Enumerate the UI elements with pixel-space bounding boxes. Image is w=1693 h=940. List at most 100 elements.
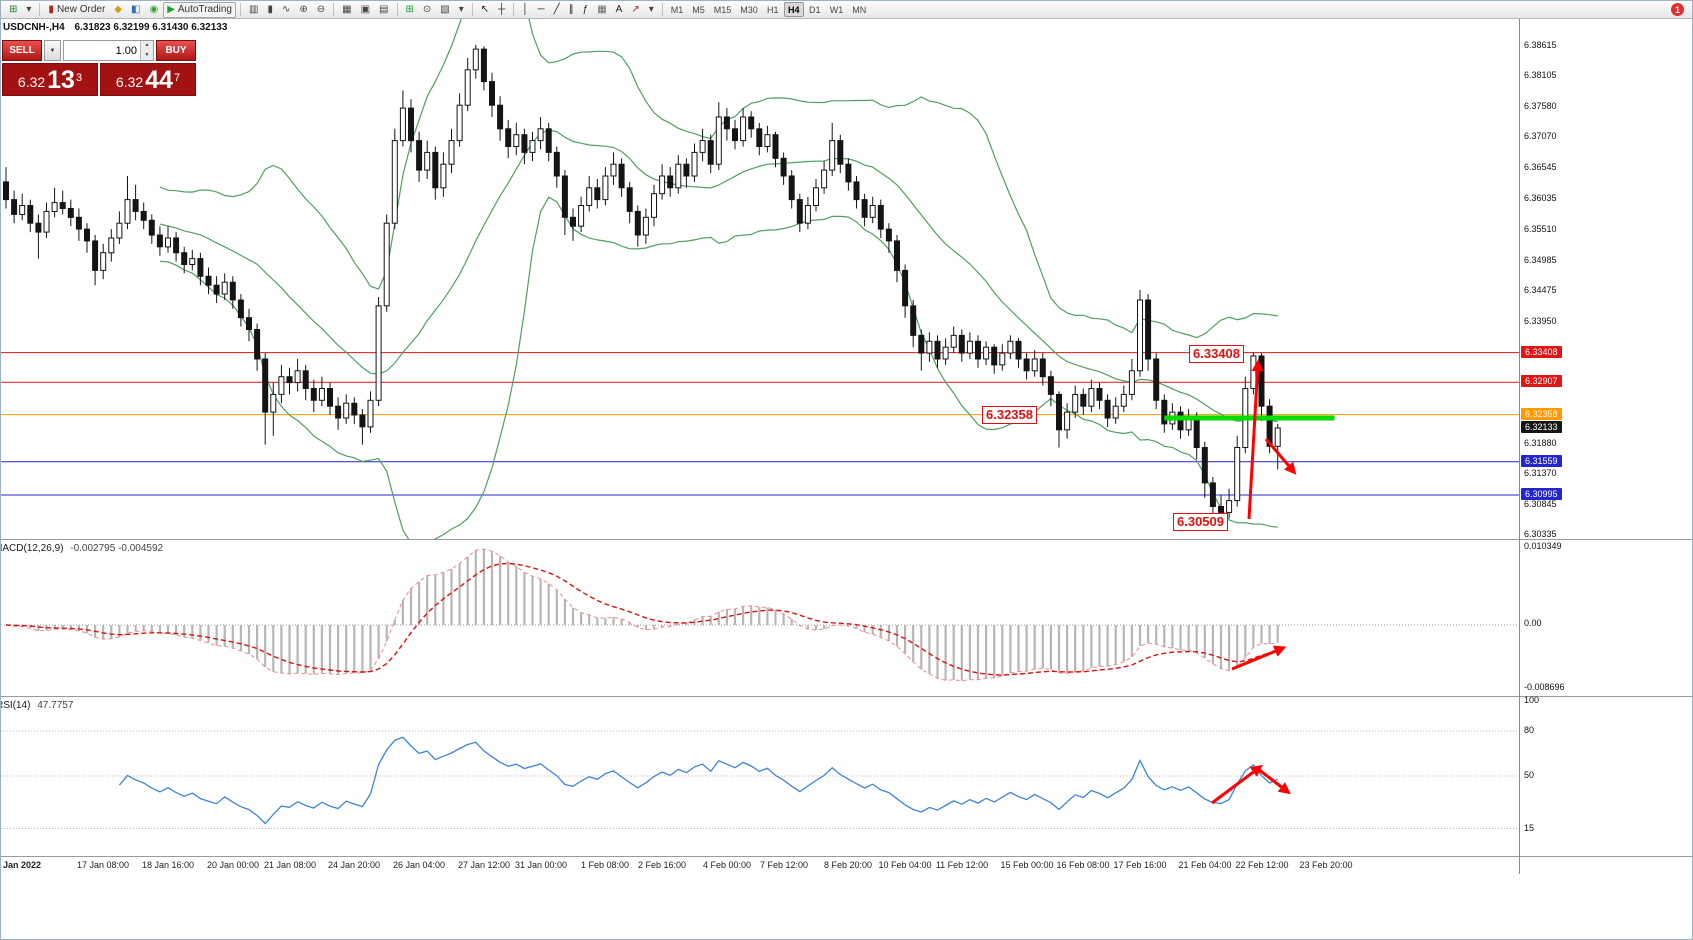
drawn-arrow[interactable] [1257, 767, 1291, 795]
buy-button[interactable]: BUY [156, 40, 196, 61]
bar-chart-icon[interactable]: ▥ [245, 2, 262, 18]
candle [27, 205, 34, 224]
timeframe-d1[interactable]: D1 [805, 2, 825, 17]
autotrading-button[interactable]: ▶ AutoTrading [163, 1, 236, 18]
candle [1258, 355, 1265, 407]
sell-price-button[interactable]: 6.32 13 3 [2, 63, 98, 96]
candle [229, 281, 236, 301]
toolbar-separator [661, 3, 663, 16]
candle [529, 140, 536, 153]
trendline-tool[interactable]: ╱ [550, 2, 564, 18]
time-axis-label: 2 Feb 16:00 [637, 860, 687, 870]
fibonacci-tool[interactable]: ƒ [579, 2, 593, 18]
timeframe-h1[interactable]: H1 [763, 2, 783, 17]
volume-up-icon[interactable]: ▲ [141, 41, 153, 51]
drawn-arrow[interactable] [1211, 764, 1263, 805]
price-chart-canvas[interactable] [1, 19, 1519, 539]
templates-icon[interactable]: ▧ [436, 2, 453, 18]
order-settings-dropdown[interactable]: ▼ [44, 40, 61, 61]
new-chart-dropdown[interactable]: ▾ [22, 2, 35, 18]
zoom-in-icon[interactable]: ⊕ [295, 2, 311, 18]
cursor-tool[interactable]: ↖ [477, 2, 493, 18]
main-chart-pane[interactable]: USDCNH-,H4 6.31823 6.32199 6.31430 6.321… [1, 19, 1692, 539]
candle [1112, 405, 1119, 419]
time-axis-label: 22 Feb 12:00 [1235, 860, 1289, 870]
time-axis-label: 10 Feb 04:00 [878, 860, 932, 870]
volume-input[interactable] [64, 41, 140, 60]
candle [254, 329, 261, 360]
period-clock-icon[interactable]: ⊙ [419, 2, 435, 18]
candle [1137, 299, 1143, 372]
candle [926, 340, 933, 354]
drawn-arrow[interactable] [1247, 359, 1264, 520]
candle [375, 305, 382, 401]
candle [861, 199, 868, 218]
candle [634, 210, 641, 236]
autotrading-button-label: AutoTrading [177, 4, 232, 15]
tile-windows-icon[interactable]: ▦ [338, 2, 355, 18]
zoom-out-icon[interactable]: ⊖ [313, 2, 329, 18]
time-axis-label: 21 Feb 04:00 [1178, 860, 1232, 870]
grid-icon[interactable]: ▦ [593, 2, 610, 18]
notification-badge[interactable]: 1 [1671, 3, 1684, 16]
timeframe-m5[interactable]: M5 [688, 2, 709, 17]
vertical-line-tool[interactable]: │ [518, 2, 532, 18]
rsi-canvas[interactable] [1, 697, 1519, 857]
crosshair-tool[interactable]: ┼ [494, 2, 509, 18]
new-order-button[interactable]: ▮ New Order [44, 2, 109, 18]
support-icon[interactable]: ◉ [145, 2, 162, 18]
arrange-windows-icon: ▤ [379, 4, 389, 15]
templates-icon: ▾ [458, 4, 464, 15]
toolbar: ⊞ ▾ ▮ New Order ◆ ◧ ◉ ▶ AutoTrading ▥ ▮ ∿ ⊕ ⊖ ▦ ▣ ▤ ⊞ ⊙ ▧ ▾ ↖… [1, 1, 1692, 19]
shapes-dropdown[interactable]: ▾ [645, 2, 658, 18]
candle [1072, 393, 1079, 413]
candlestick-chart-icon[interactable]: ▮ [263, 2, 277, 18]
candle [75, 216, 82, 230]
rsi-indicator-pane[interactable]: RSI(14) 47.7757 [1, 696, 1692, 857]
time-axis[interactable]: Jan 2022 17 Jan 08:00 18 Jan 16:00 20 Jan 0… [1, 856, 1692, 874]
new-chart-green-icon[interactable]: ⊞ [402, 2, 418, 18]
timeframe-w1[interactable]: W1 [826, 2, 848, 17]
candle [934, 340, 941, 360]
candle [723, 116, 730, 130]
macd-name: MACD(12,26,9) [0, 543, 64, 554]
market-watch-icon[interactable]: ◧ [127, 2, 144, 18]
time-axis-label: 16 Feb 08:00 [1056, 860, 1110, 870]
templates-dropdown[interactable]: ▾ [455, 2, 468, 18]
candle [853, 181, 860, 201]
macd-indicator-pane[interactable]: MACD(12,26,9) -0.002795 -0.004592 [0, 539, 1692, 697]
candle [1031, 358, 1038, 372]
toolbar-separator [333, 3, 335, 16]
line-chart-icon[interactable]: ∿ [278, 2, 294, 18]
drawn-arrow[interactable] [1264, 438, 1297, 475]
line-chart-icon: ∿ [281, 4, 291, 15]
volume-down-icon[interactable]: ▼ [141, 50, 153, 60]
timeframe-h4[interactable]: H4 [783, 2, 804, 17]
channel-tool[interactable]: ∥ [565, 2, 578, 18]
volume-spinner[interactable]: ▲ ▼ [140, 41, 153, 60]
drawn-arrow[interactable] [1231, 645, 1287, 671]
horizontal-line-tool[interactable]: ─ [534, 2, 549, 18]
timeframe-m30[interactable]: M30 [736, 2, 762, 17]
timeframe-mn[interactable]: MN [848, 2, 870, 17]
cascade-windows-icon[interactable]: ▣ [357, 2, 374, 18]
arrows-tool[interactable]: ↗ [627, 2, 643, 18]
buy-price-button[interactable]: 6.32 44 7 [100, 63, 196, 96]
candle [335, 405, 342, 419]
text-icon: A [615, 4, 623, 15]
text-tool[interactable]: A [612, 2, 627, 18]
metaeditor-icon[interactable]: ◆ [110, 2, 126, 18]
macd-canvas[interactable] [1, 540, 1519, 697]
sell-button[interactable]: SELL [2, 40, 42, 61]
new-chart-button[interactable]: ⊞ [5, 2, 21, 18]
candle [92, 240, 99, 271]
horizontal-line-icon: ─ [537, 4, 545, 15]
volume-field: ▲ ▼ [63, 40, 154, 61]
time-axis-label: 4 Feb 00:00 [702, 860, 752, 870]
candle [318, 388, 325, 401]
time-axis-label: 20 Jan 00:00 [206, 860, 260, 870]
timeframe-m1[interactable]: M1 [667, 2, 688, 17]
timeframe-m15[interactable]: M15 [710, 2, 736, 17]
arrange-windows-icon[interactable]: ▤ [375, 2, 392, 18]
candle [691, 151, 698, 177]
